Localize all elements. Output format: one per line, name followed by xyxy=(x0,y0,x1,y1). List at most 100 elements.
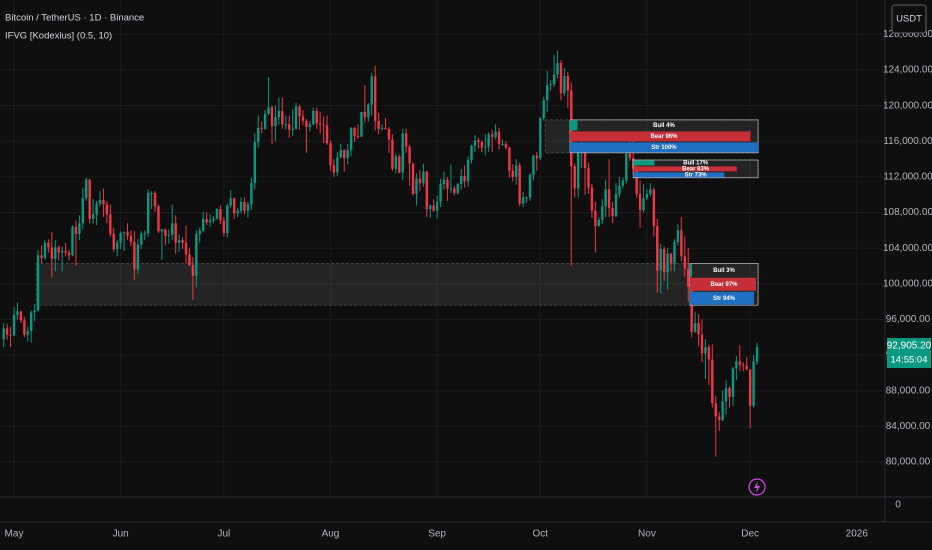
candle-body xyxy=(484,146,487,148)
candle-body xyxy=(683,256,686,269)
candle-body xyxy=(267,107,270,114)
candle-body xyxy=(257,127,260,143)
candle-body xyxy=(129,235,133,242)
x-tick-label: Nov xyxy=(638,529,656,540)
candle-body xyxy=(260,127,263,129)
candle-body xyxy=(714,403,717,417)
candle-body xyxy=(497,131,501,144)
candle-body xyxy=(494,131,497,137)
candle-body xyxy=(95,203,98,215)
candle-body xyxy=(742,364,745,366)
y-tick-label: 116,000.00 xyxy=(883,136,932,147)
candle-body xyxy=(98,200,102,204)
candle-body xyxy=(404,133,408,147)
candle-body xyxy=(133,241,136,270)
x-tick-label: Jul xyxy=(217,529,230,540)
candle-body xyxy=(184,242,188,255)
candle-body xyxy=(738,361,742,365)
candle-body xyxy=(343,150,346,159)
lightning-icon[interactable] xyxy=(748,478,766,496)
candle-body xyxy=(195,233,198,276)
candle-body xyxy=(308,124,312,128)
panels: Bull 3% Bear 97% Str 94% Bull 4% Bear 96% Str… xyxy=(569,119,759,306)
zone-bar-label: Str 100% xyxy=(651,145,677,151)
candle-body xyxy=(652,189,656,226)
candle-body xyxy=(573,166,576,189)
candle-body xyxy=(274,117,277,127)
x-tick-label: Dec xyxy=(741,529,759,540)
candle-body xyxy=(370,76,373,105)
candle-body xyxy=(566,76,570,91)
y-tick-label: 108,000.00 xyxy=(883,207,932,218)
y-tick-label: 124,000.00 xyxy=(883,65,932,76)
zone-bar xyxy=(633,172,725,178)
candle-body xyxy=(91,214,95,219)
candle-body xyxy=(54,247,57,259)
x-tick-label: Aug xyxy=(322,529,340,540)
icon-bolt xyxy=(754,481,760,493)
candle-body xyxy=(181,240,184,243)
candle-body xyxy=(332,165,336,173)
candle-body xyxy=(40,255,43,258)
candle-body xyxy=(9,334,12,336)
candle-body xyxy=(322,124,325,126)
candle-body xyxy=(480,142,484,148)
candle-body xyxy=(693,323,697,332)
currency-button[interactable] xyxy=(891,4,927,34)
y-tick-label: 84,000.00 xyxy=(886,421,931,432)
zone-bar-label: Bear 83% xyxy=(682,166,710,172)
zone-bar-label: Bull 3% xyxy=(713,268,735,274)
candle-body xyxy=(356,135,360,137)
candle-body xyxy=(490,134,494,137)
candle-body xyxy=(12,315,16,336)
candle-body xyxy=(704,347,707,354)
candle-body xyxy=(518,165,521,204)
candle-body xyxy=(205,218,208,223)
zone-bar-label: Str 94% xyxy=(713,296,736,302)
candle-body xyxy=(449,188,453,190)
candle-body xyxy=(64,250,67,253)
candle-body xyxy=(724,388,728,402)
candle-body xyxy=(422,171,425,184)
candle-body xyxy=(109,214,112,234)
candle-body xyxy=(143,233,146,235)
candle-body xyxy=(532,155,535,176)
candle-body xyxy=(71,226,74,256)
candle-body xyxy=(270,107,274,127)
candle-body xyxy=(243,201,246,211)
candle-body xyxy=(208,220,212,223)
candle-body xyxy=(656,225,659,271)
candle-body xyxy=(459,176,463,185)
y-tick-label: 80,000.00 xyxy=(886,457,931,468)
x-tick-label: Jun xyxy=(113,529,129,540)
candle-body xyxy=(662,249,666,273)
candle-body xyxy=(408,146,411,164)
candle-body xyxy=(284,124,287,126)
candle-body xyxy=(466,159,470,182)
zone-bar xyxy=(633,160,655,166)
candle-body xyxy=(446,179,449,189)
zone-bar-label: Bull 17% xyxy=(683,161,709,167)
candle-body xyxy=(418,178,422,184)
candle-body xyxy=(78,223,81,234)
zone-bar-label: Bear 96% xyxy=(650,134,678,140)
candle-body xyxy=(201,218,205,231)
candle-body xyxy=(43,242,47,258)
candle-body xyxy=(590,187,594,211)
candle-body xyxy=(26,331,29,335)
candle-body xyxy=(298,106,301,117)
candle-body xyxy=(167,234,171,236)
candle-body xyxy=(353,127,356,136)
candle-body xyxy=(607,189,611,209)
candle-body xyxy=(453,188,456,193)
candle-body xyxy=(473,140,477,146)
candle-body xyxy=(711,359,714,404)
candle-body xyxy=(377,120,380,129)
candle-body xyxy=(394,156,398,169)
candle-body xyxy=(291,128,294,130)
candle-body xyxy=(687,268,690,287)
candle-body xyxy=(642,198,645,210)
candle-body xyxy=(281,110,284,125)
candle-body xyxy=(277,110,281,118)
